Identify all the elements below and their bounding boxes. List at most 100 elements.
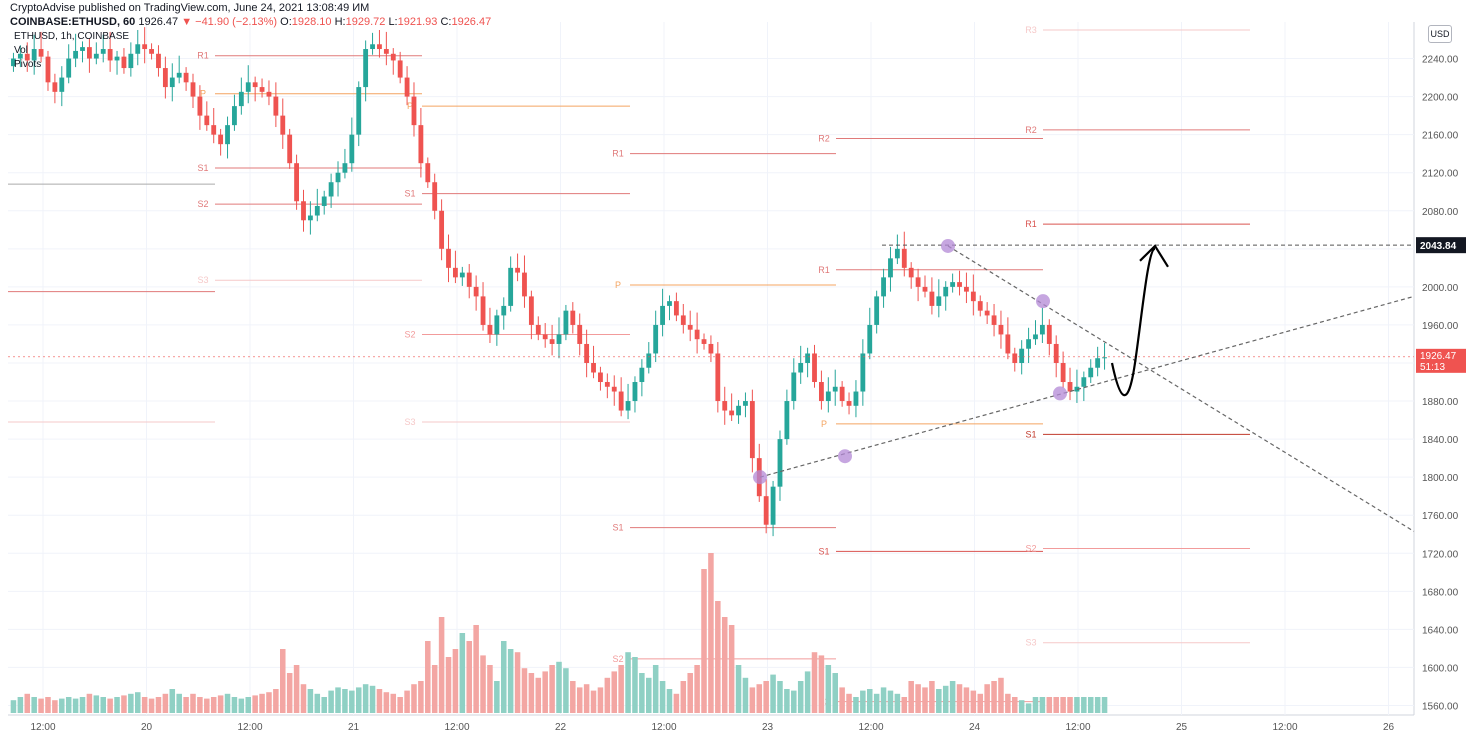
legend-title[interactable]: ETHUSD, 1h, COINBASE (14, 31, 130, 42)
volume-bar (929, 681, 935, 713)
volume-bar (121, 695, 127, 713)
legend-vol[interactable]: Vol (14, 45, 28, 56)
candle-body (611, 386, 617, 392)
candle-body (418, 125, 424, 164)
volume-bar (576, 687, 583, 713)
candle-body (915, 277, 921, 287)
volume-bar (293, 665, 300, 713)
candle-body (667, 301, 672, 306)
volume-bar (252, 695, 258, 713)
pivot-label: S3 (404, 417, 415, 427)
volume-bar (500, 641, 507, 713)
volume-bar (190, 693, 196, 713)
volume-bar (1087, 697, 1094, 713)
volume-bar (286, 673, 293, 713)
open-label: O: (280, 16, 292, 28)
pivot-label: R2 (818, 133, 830, 143)
candle-body (591, 362, 596, 373)
y-tick-label: 2160.00 (1422, 131, 1459, 142)
volume-bar (542, 671, 548, 713)
candle-body (370, 44, 375, 50)
touch-point-marker (1053, 386, 1067, 401)
volume-bar (176, 693, 182, 713)
candle-body (459, 272, 465, 278)
candle-body (784, 401, 790, 440)
volume-bar (314, 693, 321, 713)
candle-body (528, 296, 534, 325)
volume-bar (38, 698, 44, 713)
candle-body (729, 410, 735, 416)
volume-bar (949, 681, 956, 713)
candle-body (321, 196, 327, 207)
volume-bar (853, 697, 859, 713)
candle-body (694, 329, 700, 340)
pivot-label: S1 (818, 546, 829, 556)
candle-body (487, 324, 493, 335)
candle-body (556, 334, 562, 344)
volume-bar (1046, 697, 1053, 713)
volume-bar (169, 689, 176, 713)
volume-bar (507, 649, 514, 713)
candle-body (964, 286, 969, 292)
volume-bar (114, 697, 120, 713)
volume-bar (494, 681, 500, 713)
candle-body (515, 267, 520, 273)
volume-bar (335, 687, 341, 713)
volume-bar (280, 649, 286, 713)
indicator-legend: ETHUSD, 1h, COINBASE Vol Pivots (14, 30, 129, 72)
candle-body (1046, 324, 1052, 344)
volume-bar (210, 697, 217, 713)
volume-bar (224, 693, 231, 713)
y-tick-label: 1600.00 (1422, 663, 1459, 674)
volume-bar (659, 681, 666, 713)
volume-bar (880, 687, 887, 713)
volume-bar (998, 677, 1004, 713)
volume-bar (873, 693, 880, 713)
candle-body (722, 401, 728, 411)
volume-bar (777, 681, 783, 713)
volume-bar (549, 665, 555, 713)
volume-bar (1025, 703, 1032, 713)
volume-bar (514, 652, 521, 713)
volume-bar (749, 687, 756, 713)
volume-bar (735, 665, 742, 713)
x-tick-label: 22 (555, 722, 567, 733)
projection-arrowhead (1139, 244, 1169, 268)
candle-body (397, 60, 403, 78)
volume-bar (79, 697, 86, 713)
candle-body (680, 315, 686, 325)
x-tick-label: 12:00 (237, 722, 262, 733)
volume-bar (300, 684, 307, 713)
volume-bar (321, 697, 327, 713)
volume-bar (521, 668, 528, 713)
volume-bar (936, 689, 942, 713)
candle-body (673, 301, 679, 316)
candle-body (943, 286, 949, 297)
currency-button[interactable]: USD (1428, 25, 1452, 43)
candle-body (190, 82, 196, 97)
volume-bar (72, 698, 79, 713)
open-value: 1928.10 (291, 16, 332, 28)
candle-body (542, 334, 548, 340)
candle-body (328, 182, 334, 197)
candle-body (45, 56, 51, 83)
volume-bar (763, 681, 769, 713)
volume-bar (231, 697, 238, 713)
volume-bar (204, 698, 210, 713)
candle-body (984, 310, 990, 316)
candle-body (287, 134, 293, 164)
candle-body (52, 82, 58, 92)
legend-pivots[interactable]: Pivots (14, 59, 42, 70)
candle-body (225, 125, 230, 145)
volume-bar (597, 687, 604, 713)
candle-body (584, 343, 590, 363)
y-tick-label: 1880.00 (1422, 397, 1459, 408)
x-tick-label: 12:00 (1272, 722, 1297, 733)
last-price: 1926.47 (138, 16, 179, 28)
candle-body (818, 382, 824, 402)
candle-body (466, 272, 472, 287)
y-tick-label: 2240.00 (1422, 55, 1459, 66)
candle-body (383, 49, 389, 54)
volume-bar (148, 698, 155, 713)
